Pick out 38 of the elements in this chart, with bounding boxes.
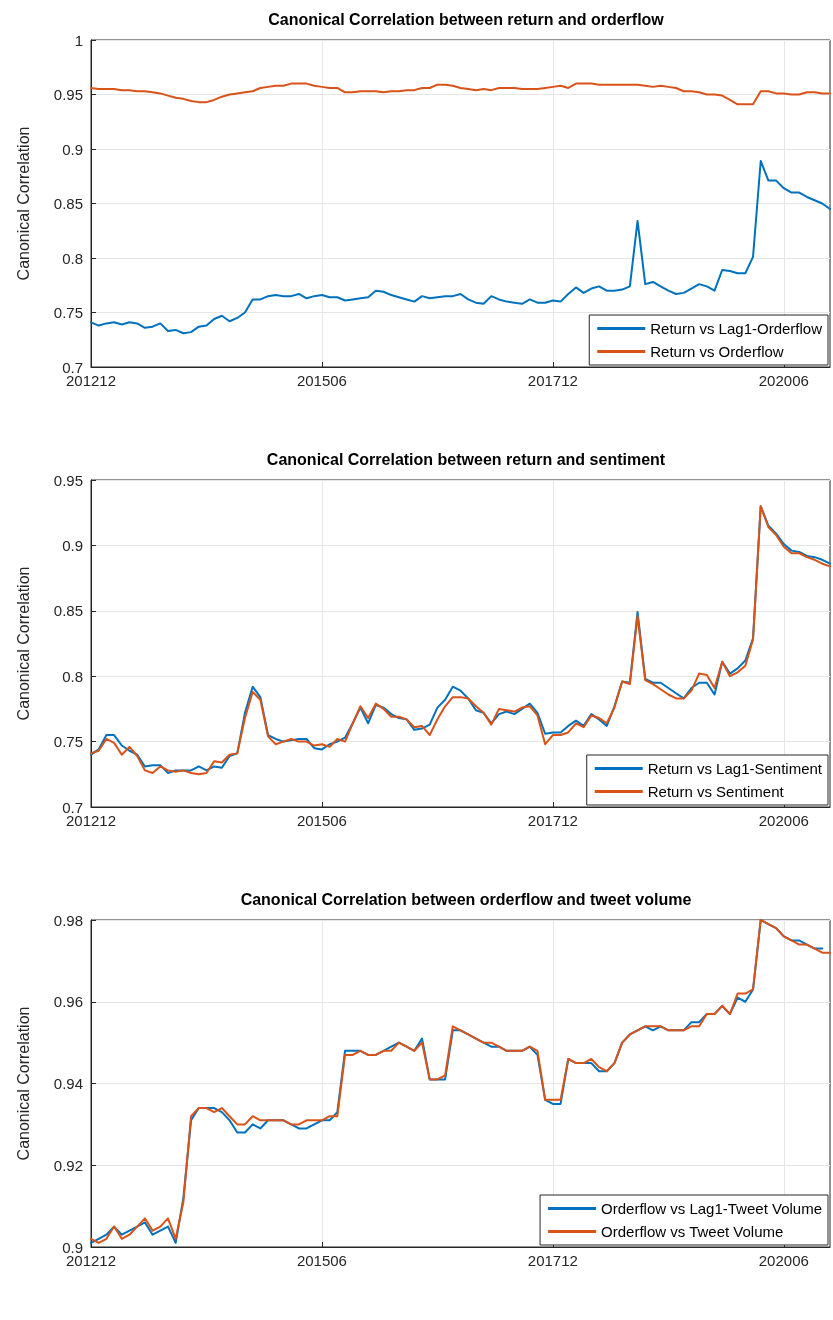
chart-title: Canonical Correlation between orderflow and tweet volume — [240, 890, 692, 908]
y-tick-label: 0.8 — [62, 667, 83, 685]
line-series — [90, 82, 831, 106]
y-axis-title: Canonical Correlation — [14, 126, 32, 281]
y-tick-label: 0.75 — [53, 733, 83, 751]
y-axis-title: Canonical Correlation — [14, 1006, 32, 1161]
legend-label: Orderflow vs Lag1-Tweet Volume — [601, 1200, 822, 1217]
legend-label: Return vs Lag1-Orderflow — [650, 320, 823, 337]
chart-title: Canonical Correlation between return and sentiment — [266, 450, 666, 468]
x-tick-label: 201712 — [527, 372, 578, 389]
x-tick-label: 201506 — [296, 372, 347, 389]
y-tick-label: 0.92 — [53, 1156, 83, 1174]
y-tick-label: 0.96 — [53, 993, 83, 1011]
y-tick-label: 0.9 — [62, 140, 83, 158]
y-tick-label: 0.8 — [62, 249, 83, 267]
line-series — [90, 159, 831, 335]
y-tick-label: 0.75 — [53, 304, 83, 321]
x-tick-label: 202006 — [758, 372, 809, 389]
y-tick-label: 1 — [74, 31, 83, 49]
legend-label: Return vs Sentiment — [647, 783, 785, 800]
x-tick-label: 202006 — [758, 1252, 809, 1269]
y-tick-label: 0.95 — [53, 86, 83, 103]
chart-title: Canonical Correlation between return and orderflow — [268, 10, 665, 28]
y-axis-title: Canonical Correlation — [14, 566, 32, 721]
x-tick-label: 201506 — [296, 812, 347, 829]
legend-label: Orderflow vs Tweet Volume — [601, 1223, 784, 1240]
y-tick-label: 0.94 — [53, 1075, 83, 1092]
y-tick-label: 0.95 — [53, 471, 83, 489]
legend-label: Return vs Lag1-Sentiment — [647, 760, 823, 777]
legend-label: Return vs Orderflow — [650, 343, 784, 360]
x-tick-label: 201712 — [527, 1252, 578, 1269]
x-tick-label: 201506 — [296, 1252, 347, 1269]
y-tick-label: 0.85 — [53, 602, 83, 620]
y-tick-label: 0.9 — [62, 536, 83, 554]
x-tick-label: 201712 — [527, 812, 578, 829]
y-tick-label: 0.85 — [53, 195, 83, 212]
y-tick-label: 0.98 — [53, 911, 83, 929]
x-tick-label: 202006 — [758, 812, 809, 829]
